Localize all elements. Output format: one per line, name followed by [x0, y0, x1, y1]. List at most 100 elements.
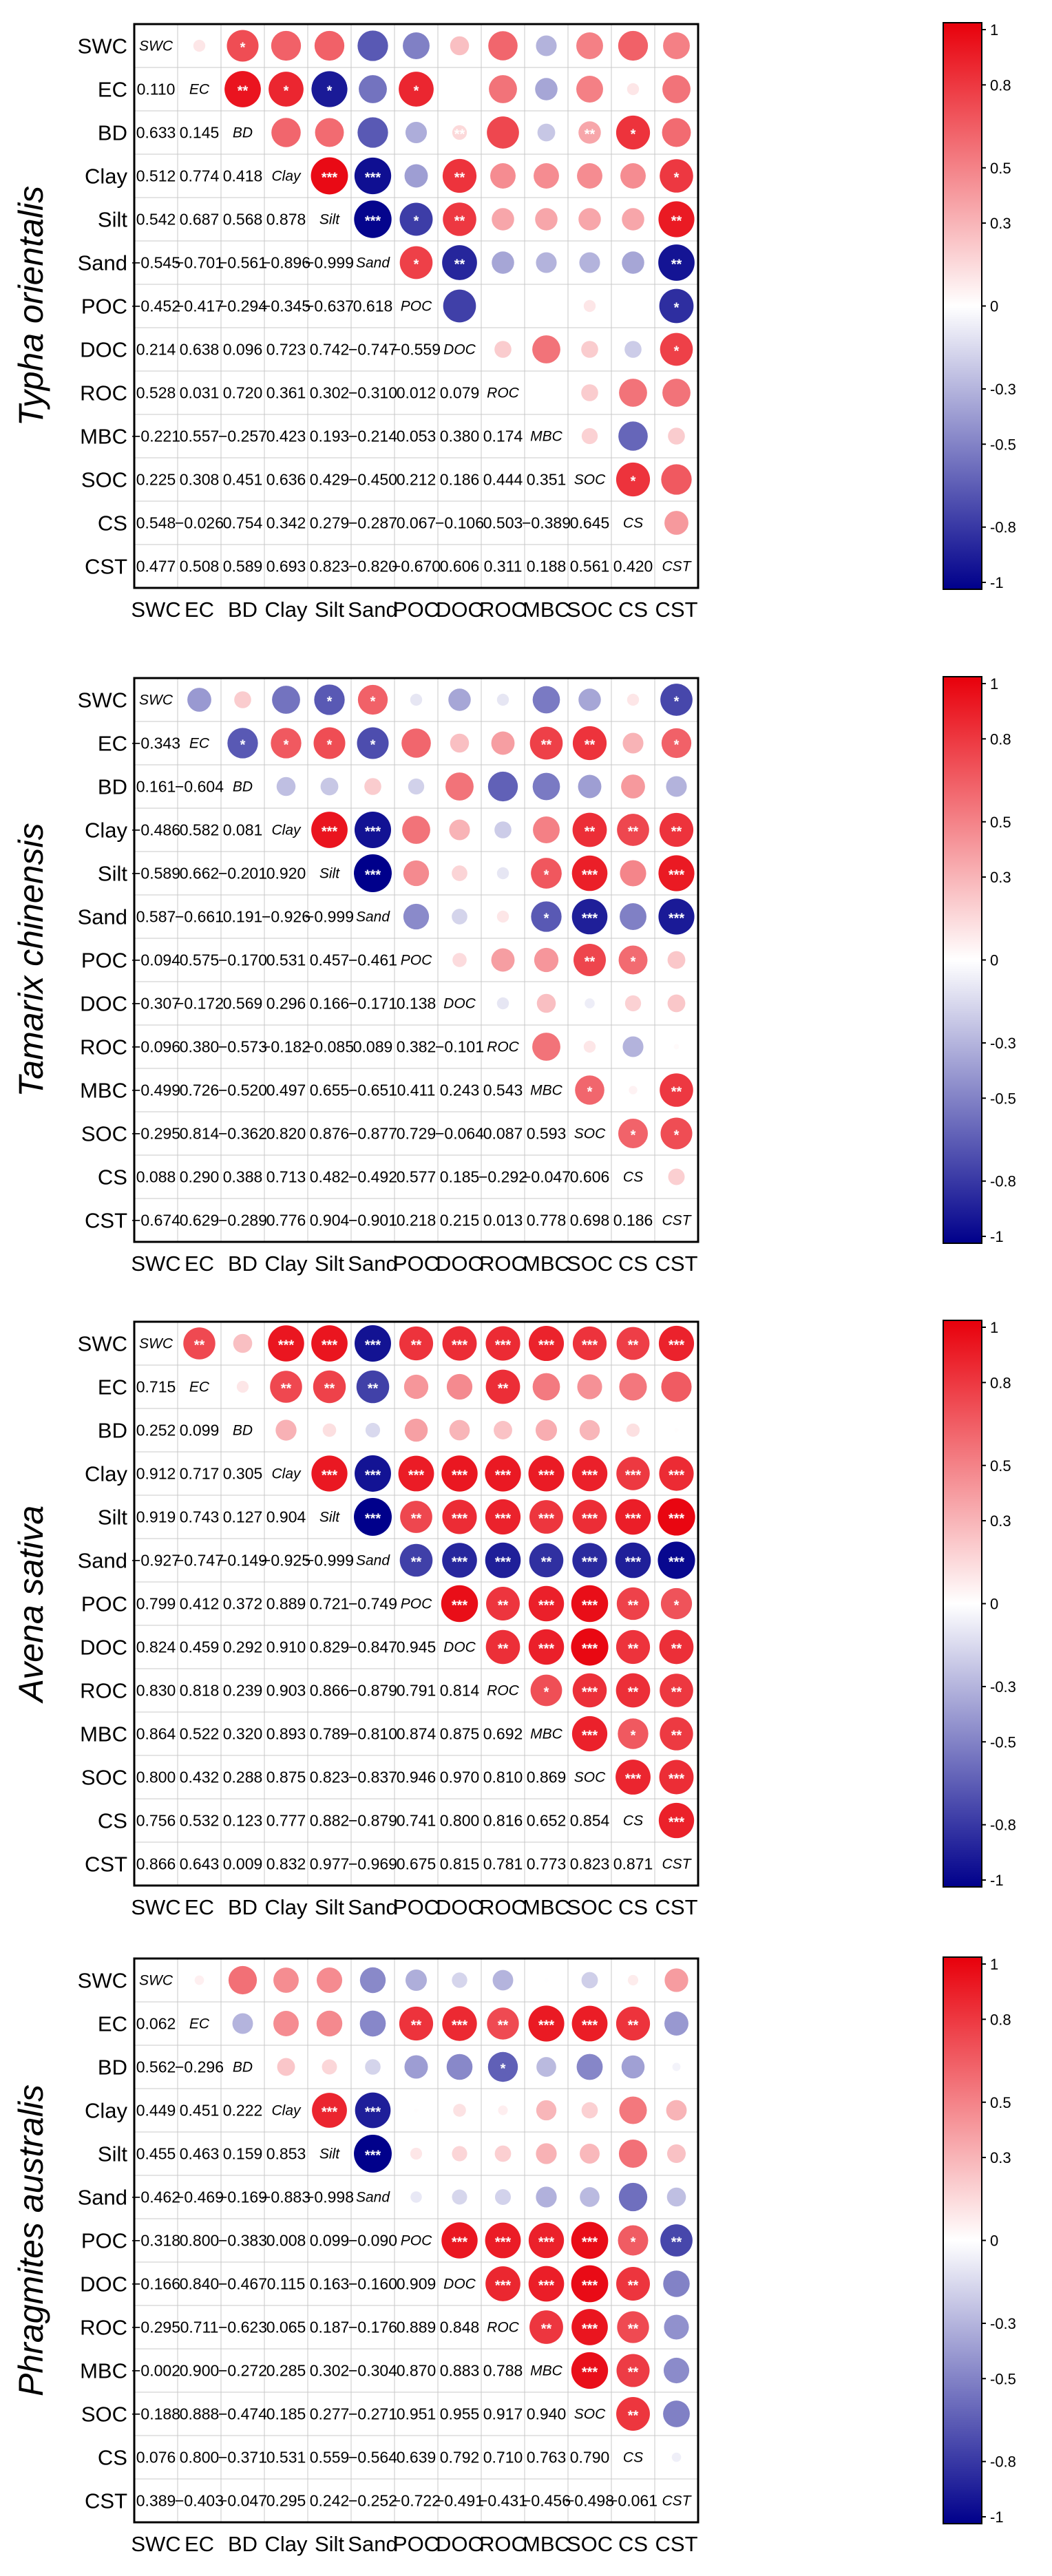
significance-stars: *** — [322, 1338, 338, 1353]
correlation-circle — [403, 860, 430, 887]
diagonal-label: POC — [401, 953, 432, 969]
coefficient-label: 0.222 — [223, 2102, 263, 2120]
coefficient-label: 0.531 — [266, 2449, 306, 2467]
coefficient-label: 0.388 — [223, 1168, 263, 1186]
correlation-circle — [615, 1499, 651, 1535]
coefficient-label: 0.903 — [266, 1682, 306, 1700]
correlation-circle — [658, 1802, 695, 1839]
significance-stars: *** — [582, 2279, 598, 2294]
correlation-circle — [571, 1455, 608, 1492]
panel-border — [133, 1957, 699, 2524]
correlation-circle — [660, 1073, 693, 1107]
coefficient-label: 0.715 — [136, 1378, 176, 1396]
correlation-circle — [410, 693, 423, 706]
correlation-circle — [365, 2059, 381, 2075]
coefficient-label: −0.674 — [132, 1212, 180, 1229]
colorbar-tick-label: 0 — [990, 2232, 998, 2250]
correlation-circle — [485, 1542, 521, 1579]
correlation-circle — [659, 1456, 694, 1491]
correlation-circle — [528, 2266, 565, 2302]
coefficient-label: 0.185 — [440, 1168, 480, 1186]
coefficient-label: 0.099 — [180, 1422, 220, 1439]
correlation-circle — [402, 816, 430, 844]
row-label: SOC — [81, 1766, 127, 1790]
correlation-circle — [537, 123, 556, 142]
correlation-circle — [492, 251, 514, 274]
significance-stars: ** — [411, 2018, 422, 2034]
coefficient-label: 0.361 — [266, 384, 306, 402]
correlation-circle — [535, 1419, 558, 1442]
coefficient-label: 0.053 — [397, 427, 436, 445]
row-label: ROC — [80, 1035, 127, 1059]
coefficient-label: −0.047 — [218, 2492, 267, 2510]
coefficient-label: 0.459 — [180, 1638, 220, 1656]
coefficient-label: 0.012 — [397, 384, 436, 402]
coefficient-label: −0.221 — [132, 427, 180, 445]
coefficient-label: 0.643 — [180, 1855, 220, 1873]
diagonal-label: CST — [662, 559, 693, 575]
correlation-circle — [536, 2186, 557, 2208]
diagonal-label: SWC — [139, 1336, 173, 1352]
colorbar — [943, 1320, 982, 1888]
coefficient-label: 0.889 — [397, 2319, 436, 2336]
correlation-circle — [487, 2051, 518, 2082]
correlation-circle — [414, 2108, 419, 2113]
correlation-circle — [616, 1673, 651, 1708]
correlation-circle — [364, 778, 381, 795]
correlation-circle — [271, 118, 301, 147]
coefficient-label: 0.065 — [266, 2319, 306, 2336]
row-label: CST — [85, 2489, 127, 2513]
correlation-circle — [622, 208, 644, 231]
coefficient-label: 0.079 — [440, 384, 480, 402]
colorbar-tick-label: 0.5 — [990, 160, 1011, 177]
correlation-circle — [452, 865, 467, 881]
correlation-circle — [457, 87, 462, 92]
row-label: MBC — [80, 1079, 127, 1103]
coefficient-label: −0.026 — [175, 514, 224, 532]
coefficient-label: −0.998 — [305, 2188, 354, 2206]
coefficient-label: 0.562 — [136, 2058, 176, 2076]
colorbar-tick-label: -0.8 — [990, 1173, 1016, 1190]
coefficient-label: −0.925 — [262, 1552, 311, 1570]
significance-stars: * — [544, 1685, 549, 1700]
row-label: ROC — [80, 1679, 127, 1703]
coefficient-label: 0.823 — [310, 1769, 350, 1786]
significance-stars: * — [327, 695, 333, 710]
correlation-circle — [224, 71, 261, 107]
significance-stars: ** — [411, 1555, 422, 1570]
significance-stars: ** — [238, 84, 249, 99]
correlation-circle — [276, 777, 296, 796]
diagonal-label: CS — [623, 2450, 643, 2466]
significance-stars: *** — [365, 171, 381, 186]
correlation-circle — [533, 816, 560, 843]
significance-stars: ** — [628, 2018, 639, 2034]
coefficient-label: 0.482 — [310, 1168, 350, 1186]
row-label: CST — [85, 1209, 127, 1233]
column-label: DOC — [436, 2532, 483, 2556]
coefficient-label: 0.503 — [483, 514, 523, 532]
correlation-circle — [485, 1369, 520, 1404]
coefficient-label: 0.662 — [180, 865, 220, 883]
correlation-circle — [442, 158, 477, 193]
coefficient-label: 0.904 — [266, 1508, 306, 1526]
row-label: EC — [98, 732, 127, 756]
coefficient-label: 0.742 — [310, 341, 350, 359]
coefficient-label: 0.788 — [483, 2362, 523, 2380]
coefficient-label: 0.854 — [570, 1812, 610, 1830]
coefficient-label: −0.272 — [218, 2362, 267, 2380]
coefficient-label: 0.582 — [180, 821, 220, 839]
correlation-circle — [572, 812, 607, 847]
coefficient-label: 0.568 — [223, 211, 263, 229]
correlation-circle — [577, 163, 602, 189]
correlation-circle — [322, 1423, 337, 1437]
coefficient-label: 0.743 — [180, 1508, 220, 1526]
row-label: EC — [98, 78, 127, 102]
correlation-circle — [446, 2054, 473, 2080]
diagonal-label: CS — [623, 1170, 643, 1185]
coefficient-label: 0.970 — [440, 1769, 480, 1786]
significance-stars: *** — [669, 1338, 685, 1353]
correlation-circle — [311, 812, 348, 848]
coefficient-label: 0.870 — [397, 2362, 436, 2380]
column-label: EC — [185, 1252, 214, 1276]
diagonal-label: MBC — [530, 429, 563, 445]
